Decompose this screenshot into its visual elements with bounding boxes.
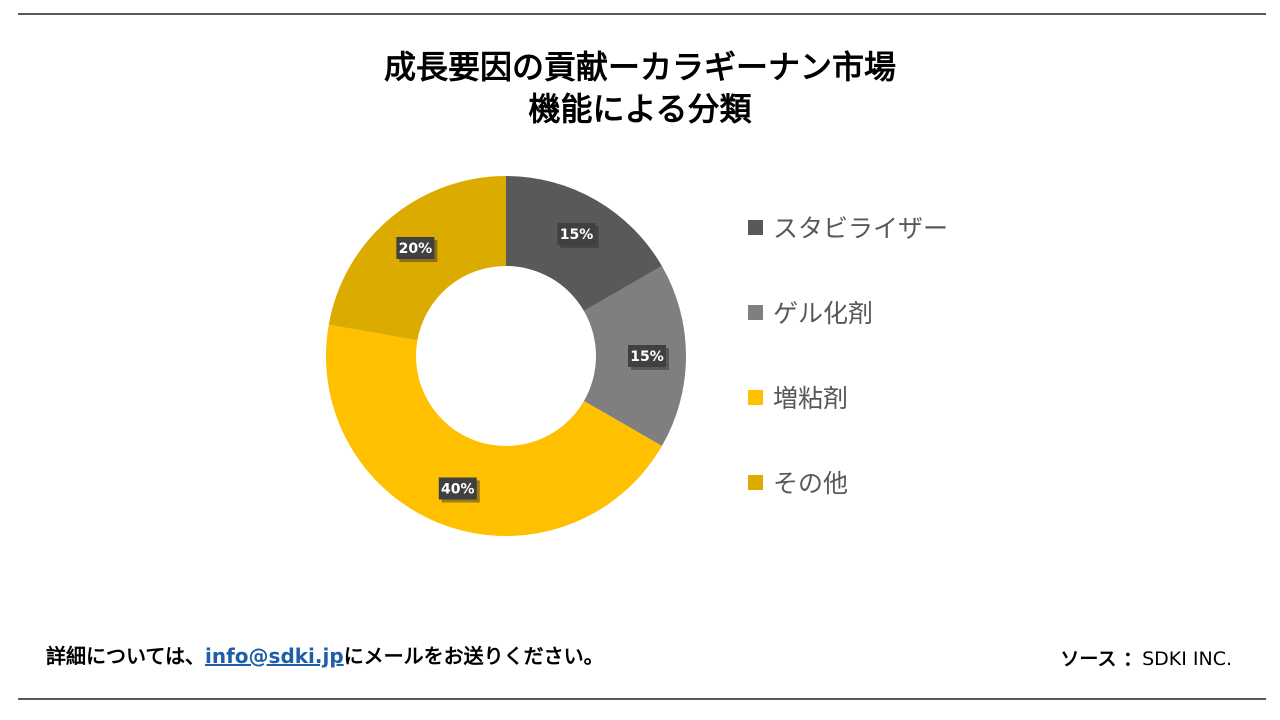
legend-item-4: その他 (748, 461, 948, 503)
donut-data-labels: 15% 15% 40% 20% (396, 222, 669, 503)
contact-note: 詳細については、info@sdki.jpにメールをお送りください。 (46, 640, 604, 669)
data-label-3: 40% (438, 477, 480, 503)
source-credit: ソース ：SDKI INC. (1060, 644, 1232, 671)
svg-text:40%: 40% (441, 481, 475, 497)
data-label-1: 15% (557, 222, 599, 248)
chart-title-line1: 成長要因の貢献ーカラギーナン市場 (383, 48, 896, 86)
donut-chart: 15% 15% 40% 20% (326, 176, 686, 536)
source-name: SDKI INC. (1142, 648, 1232, 670)
chart-legend: スタビライザー ゲル化剤増粘剤その他 (748, 206, 948, 546)
donut-slice-3 (326, 324, 662, 536)
top-divider (18, 13, 1266, 15)
legend-item-3: 増粘剤 (748, 376, 948, 418)
source-label: ソース ： (1060, 648, 1143, 670)
contact-email-link[interactable]: info@sdki.jp (205, 644, 344, 668)
legend-swatch (748, 389, 763, 405)
legend-item-2: ゲル化剤 (748, 291, 948, 333)
legend-item-1: スタビライザー (748, 206, 948, 248)
legend-swatch (748, 304, 763, 320)
legend-swatch (748, 474, 763, 490)
chart-title: 成長要因の貢献ーカラギーナン市場 機能による分類 (0, 46, 1280, 130)
svg-text:20%: 20% (399, 241, 433, 257)
bottom-divider (18, 698, 1266, 700)
svg-text:15%: 15% (560, 227, 594, 243)
svg-text:15%: 15% (630, 349, 664, 365)
contact-suffix: にメールをお送りください。 (343, 644, 604, 668)
data-label-2: 15% (628, 345, 669, 370)
chart-title-line2: 機能による分類 (528, 90, 752, 128)
legend-label: 増粘剤 (773, 384, 849, 413)
legend-label: ゲル化剤 (773, 299, 874, 328)
legend-swatch (748, 219, 763, 235)
contact-prefix: 詳細については、 (46, 644, 205, 668)
legend-label: スタビライザー (773, 214, 949, 243)
legend-label: その他 (773, 469, 849, 498)
data-label-4: 20% (396, 236, 438, 262)
